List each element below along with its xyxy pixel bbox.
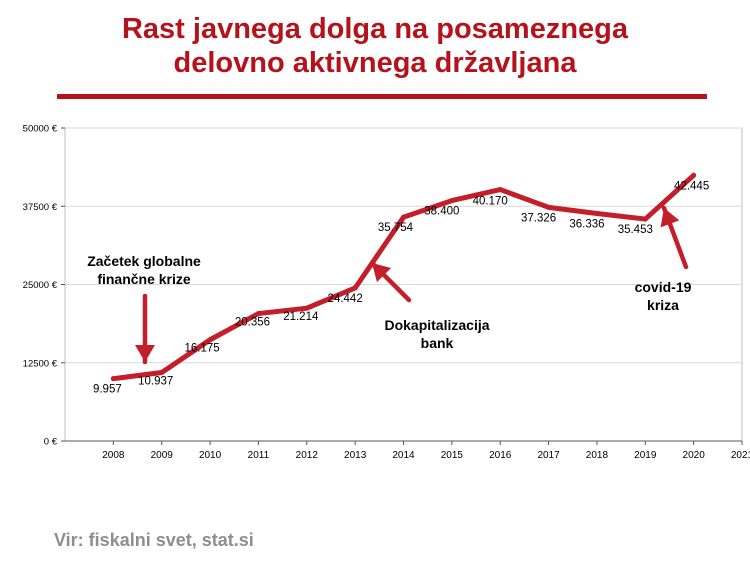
data-label: 35.453 (618, 224, 653, 236)
chart-title-line-1: Rast javnega dolga na posameznega (121, 13, 629, 45)
data-label: 36.336 (569, 219, 604, 231)
data-point (546, 204, 552, 210)
data-point (304, 305, 310, 311)
annotation-text: covid-19 (635, 279, 692, 295)
annotation-arrow-crisis-head (135, 345, 155, 362)
x-tick-label: 2010 (199, 450, 222, 461)
x-tick-label: 2021 (731, 450, 750, 461)
data-point (642, 216, 648, 222)
x-tick-label: 2018 (586, 450, 609, 461)
chart-title-line-2: delovno aktivnega državljana (173, 47, 577, 79)
data-label: 40.170 (473, 196, 508, 208)
annotation-text: bank (421, 335, 454, 351)
annotation-text: kriza (647, 297, 679, 313)
x-tick-label: 2012 (296, 450, 319, 461)
data-point (352, 285, 358, 291)
data-point (255, 311, 261, 317)
data-point (449, 198, 455, 204)
data-point (207, 337, 213, 343)
data-label: 35.754 (378, 222, 414, 234)
x-tick-label: 2017 (537, 450, 560, 461)
data-point (497, 187, 503, 193)
data-label: 38.400 (424, 206, 459, 218)
x-tick-label: 2016 (489, 450, 512, 461)
x-tick-label: 2009 (151, 450, 174, 461)
data-label: 9.957 (93, 384, 122, 396)
data-label: 20.356 (235, 317, 270, 329)
y-tick-label: 25000 € (23, 280, 58, 291)
annotation-arrow-bank-head (372, 263, 392, 283)
data-point (159, 370, 165, 376)
y-tick-label: 0 € (44, 437, 58, 448)
annotation-text: finančne krize (97, 271, 191, 287)
data-label: 21.214 (283, 311, 319, 323)
source-note: Vir: fiskalni svet, stat.si (54, 530, 254, 550)
annotation-text: Dokapitalizacija (384, 317, 489, 333)
title-underline (57, 94, 707, 99)
chart-title: Rast javnega dolga na posameznega delovn… (0, 12, 750, 80)
x-tick-label: 2020 (683, 450, 706, 461)
y-tick-label: 50000 € (23, 124, 58, 135)
x-tick-label: 2011 (248, 450, 270, 461)
data-label: 16.175 (184, 343, 219, 355)
data-point (594, 211, 600, 217)
x-tick-label: 2014 (392, 450, 415, 461)
data-label: 42.445 (674, 180, 709, 192)
data-point (691, 172, 697, 178)
x-tick-label: 2008 (102, 450, 125, 461)
data-label: 10.937 (138, 376, 173, 388)
data-label: 37.326 (521, 212, 556, 224)
x-tick-label: 2013 (344, 450, 367, 461)
line-chart: 0 € 12500 € 25000 € 37500 € 50000 € 2008 2009 2… (23, 124, 750, 462)
data-point (110, 376, 116, 382)
x-tick-label: 2019 (634, 450, 657, 461)
annotation-arrow-covid-head (660, 208, 680, 228)
annotation-text: Začetek globalne (87, 253, 201, 269)
data-label: 24.442 (328, 293, 363, 305)
y-tick-label: 12500 € (23, 358, 58, 369)
data-point (401, 214, 406, 220)
x-tick-label: 2015 (441, 450, 464, 461)
y-tick-label: 37500 € (23, 202, 58, 213)
